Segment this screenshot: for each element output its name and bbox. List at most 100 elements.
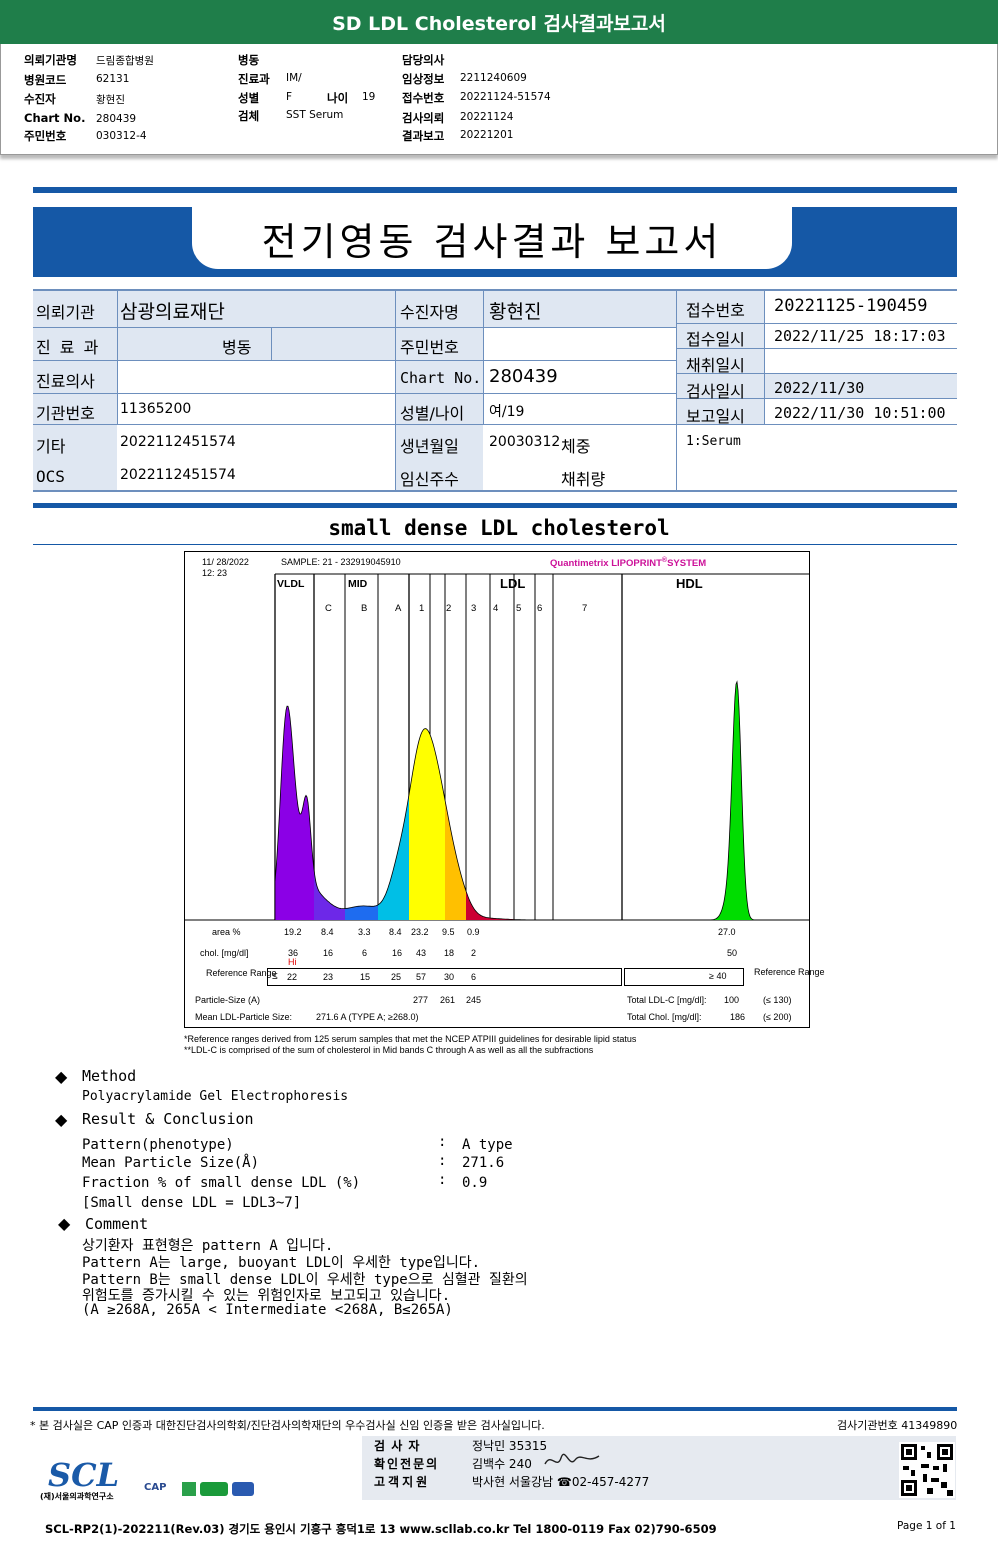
- header-value: 62131: [96, 73, 130, 85]
- table-border: [33, 289, 957, 291]
- area-value: 8.4: [321, 927, 334, 937]
- etc-label: 기타: [36, 437, 66, 456]
- total-ldl-ref: (≤ 130): [763, 995, 792, 1005]
- group-vldl: VLDL: [277, 578, 305, 590]
- weight-label: 체중: [561, 437, 591, 456]
- staff-role: 고객지원: [374, 1475, 431, 1489]
- lab-number: 검사기관번호 41349890: [837, 1419, 958, 1432]
- band-label: A: [395, 603, 402, 614]
- ref-label-right: Reference Range: [754, 967, 825, 977]
- chol-value: 6: [362, 948, 368, 958]
- result-sep: :: [438, 1172, 447, 1188]
- header-value: F: [286, 91, 293, 103]
- footnote: *Reference ranges derived from 125 serum…: [184, 1034, 637, 1044]
- staff-panel: [362, 1436, 956, 1500]
- amount-label: 채취량: [561, 470, 606, 489]
- header-label: 의뢰기관명: [24, 53, 77, 67]
- patient-label: 수진자명: [400, 303, 459, 322]
- dept-label: 진 료 과: [36, 338, 101, 357]
- area-value: 3.3: [358, 927, 371, 937]
- band-label: 1: [419, 603, 425, 614]
- area-value: 0.9: [467, 927, 480, 937]
- footer-notice: * 본 검사실은 CAP 인증과 대한진단검사의학회/진단검사의학재단의 우수검…: [30, 1419, 545, 1432]
- test-date-value: 2022/11/30: [774, 379, 865, 397]
- header-label: 접수번호: [402, 91, 445, 105]
- result-value: A type: [462, 1137, 513, 1153]
- staff-role: 검 사 자: [374, 1439, 421, 1453]
- scl-logo: SCL: [48, 1456, 120, 1494]
- total-chol-label: Total Chol. [mg/dl]:: [627, 1012, 702, 1022]
- dob-value: 20030312: [489, 434, 561, 450]
- test-date-label: 검사일시: [686, 382, 745, 401]
- band-area: [445, 800, 466, 920]
- accreditation-icon: [232, 1482, 254, 1496]
- area-value: 19.2: [284, 927, 302, 937]
- total-ldl-value: 100: [724, 995, 740, 1005]
- result-value: 0.9: [462, 1175, 488, 1191]
- chart-time: 12: 23: [202, 568, 228, 578]
- ward-value: 병동: [222, 338, 252, 357]
- rcv-no-value: 20221125-190459: [774, 296, 928, 316]
- method-title: Method: [82, 1067, 137, 1085]
- chol-value: 36: [288, 948, 299, 958]
- dob-label: 생년월일: [400, 437, 459, 456]
- ref-value: 25: [391, 972, 402, 982]
- band-area: [490, 918, 622, 920]
- comment-line: 위험도를 증가시킬 수 있는 위험인자로 보고되고 있습니다.: [82, 1288, 451, 1304]
- diamond-icon: ◆: [55, 1110, 68, 1129]
- header-value: 드림종합병원: [96, 55, 154, 67]
- comment-line: 상기환자 표현형은 pattern A 입니다.: [82, 1238, 334, 1254]
- table-border: [33, 490, 957, 492]
- result-sep: :: [438, 1134, 447, 1150]
- table-line: [117, 289, 118, 424]
- chol-value: 43: [416, 948, 427, 958]
- group-mid: MID: [348, 578, 368, 590]
- area-value: 23.2: [411, 927, 429, 937]
- ref-value: 23: [323, 972, 334, 982]
- sexage-value: 여/19: [489, 404, 525, 420]
- area-value: 9.5: [442, 927, 455, 937]
- staff-value: 박사현 서울강남 ☎02-457-4277: [472, 1475, 650, 1489]
- header-label: 검체: [238, 109, 260, 123]
- qr-code-icon: [899, 1442, 955, 1498]
- patient-value: 황현진: [489, 301, 542, 323]
- ocs-label: OCS: [36, 467, 65, 486]
- section-title: small dense LDL cholesterol: [328, 516, 670, 540]
- org-value: 삼광의료재단: [120, 301, 225, 323]
- total-ldl-label: Total LDL-C [mg/dl]:: [627, 995, 707, 1005]
- header-value: 20221201: [460, 129, 514, 141]
- band-label: 6: [537, 603, 543, 614]
- header-label: 수진자: [24, 92, 56, 106]
- table-line: [676, 289, 677, 491]
- header-value: 20221124: [460, 111, 514, 123]
- header-label: Chart No.: [24, 111, 86, 125]
- mean-label: Mean LDL-Particle Size:: [195, 1012, 293, 1022]
- table-line: [271, 327, 272, 360]
- band-label: C: [325, 603, 332, 614]
- value-shade: [117, 327, 395, 360]
- scl-logo-sub: (재)서울의과학연구소: [40, 1492, 114, 1501]
- band-area: [314, 869, 345, 920]
- ref-box: [267, 968, 622, 986]
- ref-prefix: ≤: [272, 971, 278, 982]
- rcv-date-value: 2022/11/25 18:17:03: [774, 327, 946, 345]
- preg-label: 임신주수: [400, 470, 459, 489]
- title-top-bar: [33, 187, 957, 193]
- header-label: 병동: [238, 53, 260, 67]
- particle-label: Particle-Size (A): [195, 995, 261, 1005]
- page-number: Page 1 of 1: [897, 1520, 956, 1532]
- band-area: [275, 706, 314, 920]
- band-label: 7: [582, 603, 588, 614]
- section-line: [33, 544, 957, 545]
- etc-value: 2022112451574: [120, 434, 236, 450]
- header-label: 병원코드: [24, 73, 67, 87]
- band-label: 2: [446, 603, 452, 614]
- chol-value-hdl: 50: [727, 948, 738, 958]
- collect-label: 채취일시: [686, 356, 745, 375]
- chol-value: 18: [444, 948, 455, 958]
- ref-value: 22: [287, 972, 298, 982]
- staff-value: 김백수 240: [472, 1457, 532, 1471]
- rrn-label: 주민번호: [400, 338, 459, 357]
- table-line: [395, 289, 396, 491]
- label-shade: [676, 289, 764, 424]
